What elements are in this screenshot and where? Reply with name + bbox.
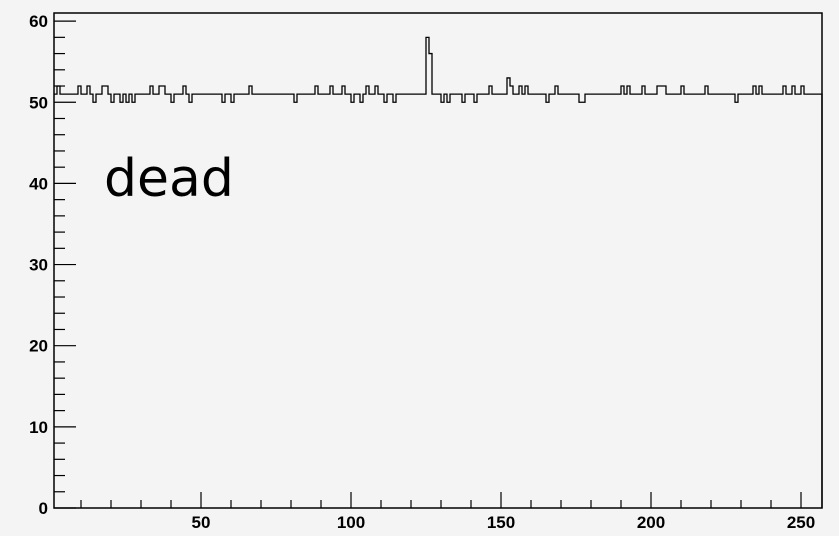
axis-ticks [54,20,802,509]
plot-frame [53,12,823,509]
histogram-series-line [54,36,823,508]
x-tick-label: 100 [337,513,365,532]
x-tick-label: 200 [637,513,665,532]
y-tick-label: 60 [29,12,48,31]
axis-tick-labels: 0 10 20 30 40 50 60 50 100 150 200 250 [29,12,815,532]
y-tick-label: 40 [29,174,48,193]
y-tick-label: 20 [29,337,48,356]
y-tick-label: 10 [29,418,48,437]
x-tick-label: 250 [787,513,815,532]
x-tick-label: 50 [192,513,211,532]
x-tick-label: 150 [487,513,515,532]
annotation-label: dead [104,149,234,209]
y-tick-label: 30 [29,256,48,275]
y-tick-label: 0 [39,499,48,518]
y-tick-label: 50 [29,93,48,112]
